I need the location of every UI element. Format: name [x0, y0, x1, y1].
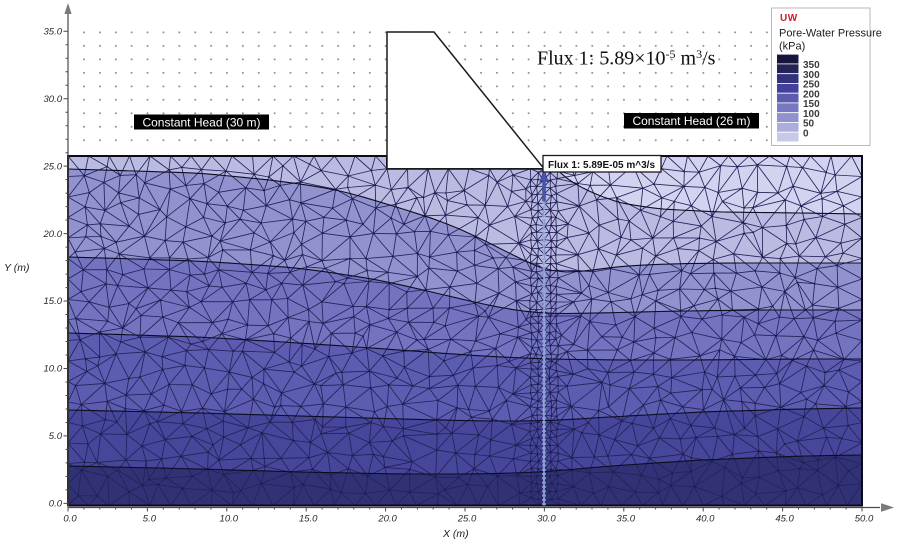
svg-text:10.0: 10.0 — [44, 364, 63, 375]
svg-text:50.0: 50.0 — [855, 514, 874, 525]
svg-text:50: 50 — [803, 119, 815, 130]
svg-text:UW: UW — [780, 13, 798, 24]
svg-text:0: 0 — [803, 128, 809, 139]
svg-text:40.0: 40.0 — [696, 514, 715, 525]
svg-text:200: 200 — [803, 89, 820, 100]
svg-text:Pore-Water Pressure: Pore-Water Pressure — [779, 28, 882, 40]
svg-text:10.0: 10.0 — [220, 514, 239, 525]
svg-text:Flux 1: 5.89E-05 m^3/s: Flux 1: 5.89E-05 m^3/s — [548, 160, 655, 171]
svg-text:35.0: 35.0 — [617, 514, 636, 525]
svg-text:20.0: 20.0 — [43, 229, 63, 240]
svg-text:5.0: 5.0 — [143, 514, 157, 525]
svg-text:15.0: 15.0 — [44, 296, 63, 307]
svg-text:0.0: 0.0 — [49, 499, 63, 510]
svg-text:35.0: 35.0 — [44, 26, 63, 37]
svg-text:300: 300 — [803, 70, 820, 81]
svg-text:250: 250 — [803, 80, 820, 91]
svg-text:Constant Head (30 m): Constant Head (30 m) — [142, 115, 260, 129]
svg-text:45.0: 45.0 — [775, 514, 794, 525]
svg-text:Y (m): Y (m) — [4, 262, 29, 274]
svg-text:25.0: 25.0 — [457, 514, 477, 525]
svg-text:Flux 1: 5.89×10-5 m3/s: Flux 1: 5.89×10-5 m3/s — [537, 47, 716, 70]
svg-text:150: 150 — [803, 99, 820, 110]
svg-text:15.0: 15.0 — [299, 514, 318, 525]
svg-text:25.0: 25.0 — [43, 161, 63, 172]
svg-text:(kPa): (kPa) — [779, 41, 805, 53]
svg-text:X (m): X (m) — [442, 528, 469, 540]
svg-text:20.0: 20.0 — [377, 514, 397, 525]
svg-text:350: 350 — [803, 60, 820, 71]
svg-text:0.0: 0.0 — [63, 514, 77, 525]
svg-text:100: 100 — [803, 109, 820, 120]
svg-text:30.0: 30.0 — [44, 94, 63, 105]
svg-text:30.0: 30.0 — [537, 514, 556, 525]
svg-text:Constant Head (26 m): Constant Head (26 m) — [632, 114, 750, 128]
svg-text:5.0: 5.0 — [49, 431, 63, 442]
